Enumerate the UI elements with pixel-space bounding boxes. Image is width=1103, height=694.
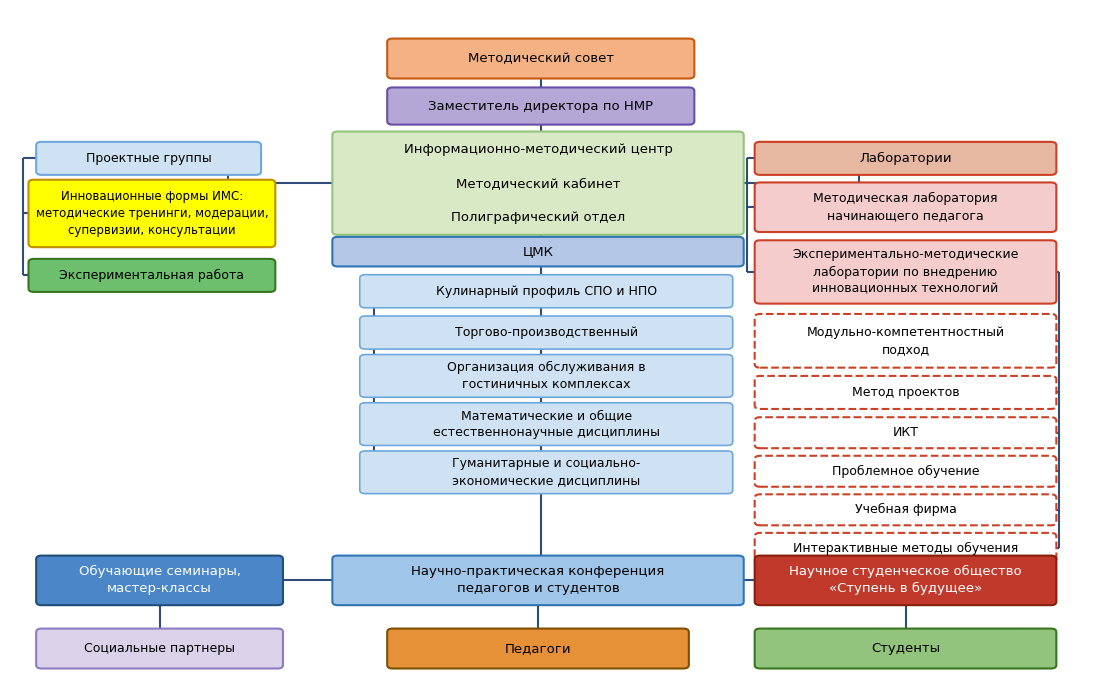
- Text: Инновационные формы ИМС:
методические тренинги, модерации,
супервизии, консульта: Инновационные формы ИМС: методические тр…: [35, 190, 268, 237]
- Text: Организация обслуживания в
гостиничных комплексах: Организация обслуживания в гостиничных к…: [447, 361, 645, 391]
- FancyBboxPatch shape: [754, 417, 1057, 448]
- FancyBboxPatch shape: [754, 142, 1057, 175]
- FancyBboxPatch shape: [36, 629, 283, 668]
- Text: Экспериментальная работа: Экспериментальная работа: [60, 269, 245, 282]
- FancyBboxPatch shape: [360, 316, 732, 349]
- FancyBboxPatch shape: [332, 556, 743, 605]
- Text: Научно-практическая конференция
педагогов и студентов: Научно-практическая конференция педагого…: [411, 566, 665, 595]
- FancyBboxPatch shape: [360, 275, 732, 307]
- Text: Методическая лаборатория
начинающего педагога: Методическая лаборатория начинающего пед…: [813, 192, 998, 222]
- Text: Интерактивные методы обучения: Интерактивные методы обучения: [793, 542, 1018, 555]
- Text: Студенты: Студенты: [871, 642, 940, 655]
- Text: Учебная фирма: Учебная фирма: [855, 503, 956, 516]
- FancyBboxPatch shape: [754, 456, 1057, 486]
- Text: Гуманитарные и социально-
экономические дисциплины: Гуманитарные и социально- экономические …: [452, 457, 641, 487]
- Text: Торгово-производственный: Торгово-производственный: [454, 326, 638, 339]
- Text: Кулинарный профиль СПО и НПО: Кулинарный профиль СПО и НПО: [436, 285, 656, 298]
- Text: Математические и общие
естественнонаучные дисциплины: Математические и общие естественнонаучны…: [432, 409, 660, 439]
- FancyBboxPatch shape: [332, 237, 743, 266]
- Text: Социальные партнеры: Социальные партнеры: [84, 642, 235, 655]
- Text: Обучающие семинары,
мастер-классы: Обучающие семинары, мастер-классы: [78, 566, 240, 595]
- Text: Заместитель директора по НМР: Заместитель директора по НМР: [428, 99, 653, 112]
- Text: Информационно-методический центр

Методический кабинет

Полиграфический отдел: Информационно-методический центр Методич…: [404, 143, 673, 223]
- FancyBboxPatch shape: [754, 629, 1057, 668]
- Text: Педагоги: Педагоги: [505, 642, 571, 655]
- Text: Экспериментально-методические
лаборатории по внедрению
инновационных технологий: Экспериментально-методические лаборатори…: [792, 248, 1019, 296]
- FancyBboxPatch shape: [754, 376, 1057, 409]
- FancyBboxPatch shape: [29, 259, 276, 292]
- Text: ИКТ: ИКТ: [892, 426, 919, 439]
- FancyBboxPatch shape: [754, 533, 1057, 564]
- FancyBboxPatch shape: [29, 180, 276, 247]
- FancyBboxPatch shape: [360, 451, 732, 493]
- FancyBboxPatch shape: [360, 403, 732, 446]
- FancyBboxPatch shape: [754, 556, 1057, 605]
- Text: Лаборатории: Лаборатории: [859, 152, 952, 165]
- FancyBboxPatch shape: [360, 355, 732, 397]
- FancyBboxPatch shape: [754, 183, 1057, 232]
- FancyBboxPatch shape: [387, 87, 695, 125]
- Text: Проблемное обучение: Проблемное обучение: [832, 465, 979, 477]
- Text: ЦМК: ЦМК: [523, 245, 554, 258]
- Text: Методический совет: Методический совет: [468, 52, 613, 65]
- FancyBboxPatch shape: [754, 240, 1057, 304]
- Text: Проектные группы: Проектные группы: [86, 152, 212, 165]
- Text: Метод проектов: Метод проектов: [852, 386, 960, 399]
- FancyBboxPatch shape: [36, 142, 261, 175]
- Text: Модульно-компетентностный
подход: Модульно-компетентностный подход: [806, 325, 1005, 356]
- FancyBboxPatch shape: [332, 132, 743, 235]
- FancyBboxPatch shape: [36, 556, 283, 605]
- FancyBboxPatch shape: [754, 314, 1057, 368]
- Text: Научное студенческое общество
«Ступень в будущее»: Научное студенческое общество «Ступень в…: [790, 566, 1021, 595]
- FancyBboxPatch shape: [387, 629, 689, 668]
- FancyBboxPatch shape: [754, 494, 1057, 525]
- FancyBboxPatch shape: [387, 39, 695, 78]
